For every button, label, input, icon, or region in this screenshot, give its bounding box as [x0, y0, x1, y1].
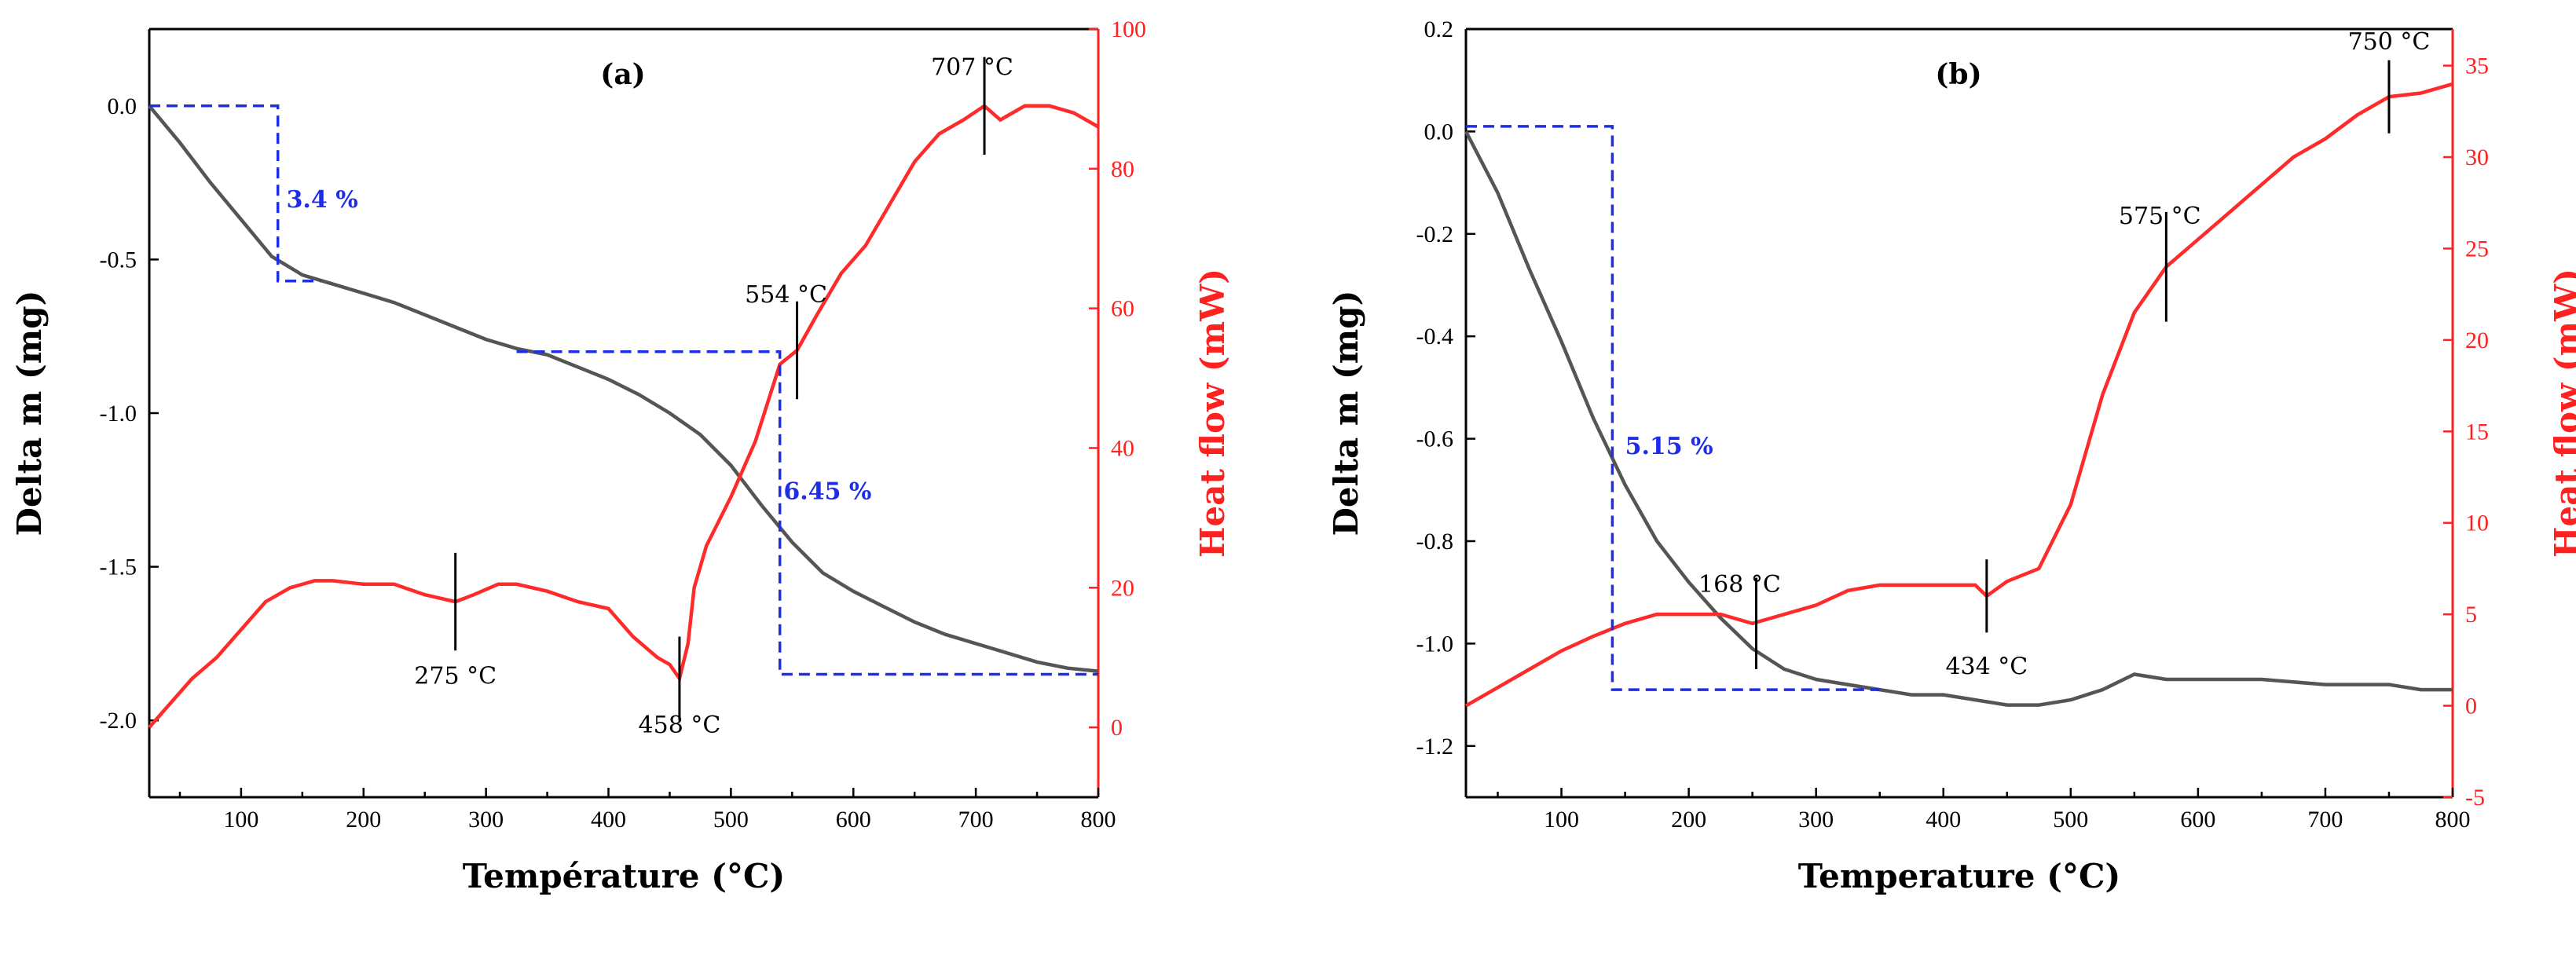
peak-temperature-label: 168 °C — [1698, 571, 1781, 598]
y-right-tick-label: 60 — [1111, 296, 1134, 322]
x-axis-title: Température (°C) — [463, 857, 786, 895]
y-right-tick-label: 20 — [2465, 328, 2489, 353]
y-right-tick-label: 80 — [1111, 156, 1134, 182]
y-left-tick-label: -2.0 — [100, 708, 137, 734]
peak-temperature-label: 458 °C — [639, 712, 721, 739]
series-heat-flow-line — [148, 103, 1100, 729]
y-left-tick-label: -0.5 — [100, 247, 137, 273]
y-right-tick-label: 100 — [1111, 16, 1146, 42]
x-tick-label: 300 — [468, 807, 504, 833]
x-tick-label: 300 — [1798, 807, 1834, 833]
x-axis-title: Temperature (°C) — [1798, 857, 2121, 895]
y-left-tick-label: -1.0 — [1416, 631, 1454, 657]
y-left-tick-label: -0.8 — [1416, 529, 1454, 555]
x-tick-label: 400 — [591, 807, 626, 833]
y-left-tick-label: -0.2 — [1416, 221, 1454, 247]
y-right-tick-label: 20 — [1111, 575, 1134, 601]
y-left-tick-label: 0.0 — [108, 93, 137, 119]
x-tick-label: 200 — [1671, 807, 1706, 833]
y-left-tick-label: -1.0 — [100, 401, 137, 426]
x-tick-label: 600 — [836, 807, 871, 833]
y-right-axis-title: Heat flow (mW) — [1193, 269, 1232, 558]
x-tick-label: 500 — [2053, 807, 2088, 833]
chart-panel-b: 100 200 300 400 500 600 700 8000.20.0-0.2-0.4-0… — [1327, 16, 2576, 895]
x-tick-label: 400 — [1926, 807, 1961, 833]
mass-loss-guide — [149, 104, 321, 283]
y-right-tick-label: 10 — [2465, 511, 2489, 536]
y-right-tick-label: 0 — [1111, 715, 1123, 741]
mass-loss-label: 3.4 % — [287, 186, 358, 214]
y-left-tick-label: -0.4 — [1416, 324, 1454, 350]
x-tick-label: 100 — [1544, 807, 1579, 833]
y-right-tick-label: 0 — [2465, 694, 2477, 719]
y-left-tick-label: -1.2 — [1416, 734, 1454, 760]
series-delta-m-line — [148, 104, 1099, 673]
series-delta-m-line — [1464, 130, 2453, 707]
y-left-axis-title: Delta m (mg) — [1327, 291, 1365, 536]
mass-loss-guide — [1466, 125, 1880, 691]
mass-loss-label: 6.45 % — [783, 478, 871, 506]
peak-temperature-label: 575 °C — [2119, 203, 2201, 230]
y-right-tick-label: 5 — [2465, 602, 2477, 628]
panel-label: (a) — [600, 58, 645, 91]
chart-panel-a: 100 200 300 400 500 600 700 8000.0-0.5-1.0-1.5-… — [10, 16, 1232, 895]
peak-temperature-label: 707 °C — [931, 54, 1013, 82]
x-tick-label: 600 — [2180, 807, 2215, 833]
y-left-tick-label: 0.0 — [1424, 119, 1454, 145]
y-left-tick-label: -0.6 — [1416, 426, 1454, 452]
y-left-tick-label: -1.5 — [100, 555, 137, 580]
peak-temperature-label: 554 °C — [745, 281, 827, 309]
x-tick-label: 800 — [1081, 807, 1116, 833]
x-tick-label: 800 — [2435, 807, 2471, 833]
series-heat-flow-line — [1464, 82, 2453, 708]
y-right-axis-title: Heat flow (mW) — [2548, 269, 2576, 558]
x-tick-label: 700 — [958, 807, 994, 833]
x-tick-label: 100 — [223, 807, 258, 833]
y-left-axis-title: Delta m (mg) — [10, 291, 49, 536]
x-tick-label: 500 — [713, 807, 749, 833]
y-right-tick-label: 40 — [1111, 435, 1134, 461]
peak-temperature-label: 275 °C — [414, 662, 497, 690]
mass-loss-label: 5.15 % — [1625, 433, 1713, 460]
peak-temperature-label: 434 °C — [1945, 653, 2028, 681]
y-right-tick-label: 30 — [2465, 145, 2489, 170]
mass-loss-guide — [516, 350, 1098, 676]
y-right-tick-label: 15 — [2465, 419, 2489, 445]
y-right-tick-label: -5 — [2465, 785, 2485, 811]
y-right-tick-label: 25 — [2465, 236, 2489, 262]
panel-label: (b) — [1935, 58, 1981, 91]
y-left-tick-label: 0.2 — [1424, 16, 1454, 42]
x-tick-label: 200 — [346, 807, 381, 833]
x-tick-label: 700 — [2307, 807, 2343, 833]
peak-temperature-label: 750 °C — [2348, 28, 2431, 56]
y-right-tick-label: 35 — [2465, 53, 2489, 79]
